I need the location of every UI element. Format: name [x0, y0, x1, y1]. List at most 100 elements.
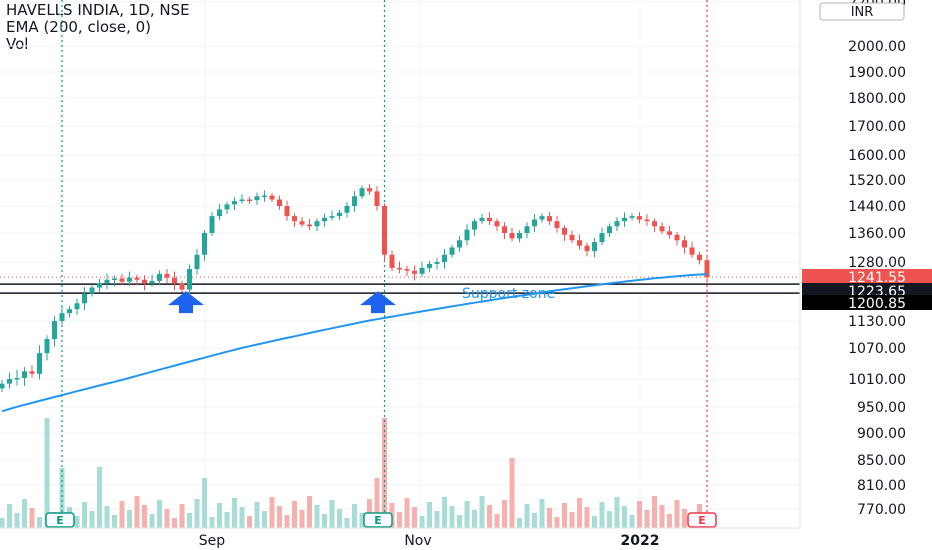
volume-bar	[314, 505, 320, 528]
time-tick-label: Nov	[404, 533, 431, 549]
candle-body	[614, 221, 620, 227]
volume-bar	[449, 506, 455, 528]
volume-bar	[202, 478, 207, 528]
candle-body	[674, 234, 680, 241]
candle-body	[52, 321, 57, 339]
candle-body	[599, 233, 605, 243]
volume-bar	[187, 513, 192, 528]
volume-bar	[112, 515, 117, 528]
time-axis[interactable]: Sep Nov 2022	[0, 527, 800, 549]
volume-bar	[119, 501, 125, 528]
volume-bar	[277, 506, 282, 528]
candle-body	[224, 204, 230, 210]
candle-body	[524, 226, 530, 233]
candle-body	[697, 254, 702, 261]
candle-body	[277, 199, 282, 206]
candle-body	[179, 283, 185, 290]
legend-symbol[interactable]: HAVELLS INDIA, 1D, NSE	[6, 1, 190, 19]
price-tick-label: 1010.00	[848, 372, 906, 388]
candle-body	[194, 254, 200, 270]
candle-body	[494, 221, 500, 227]
volume-bar	[382, 418, 387, 528]
candle-body	[374, 191, 380, 206]
volume-bar	[652, 496, 657, 528]
volume-bar	[637, 501, 642, 528]
candle-body	[59, 313, 65, 321]
candle-body	[472, 221, 477, 230]
candle-body	[127, 277, 132, 282]
candle-body	[239, 199, 245, 202]
price-tick-label: 1600.00	[848, 148, 906, 164]
price-tick-label: 1130.00	[848, 314, 906, 330]
candle-body	[314, 221, 320, 227]
candle-body	[344, 206, 350, 213]
volume-bar	[239, 507, 245, 528]
volume-bar	[629, 515, 635, 528]
candle-body	[149, 280, 155, 284]
volume-bar	[472, 510, 477, 528]
price-tick-label: 810.00	[857, 478, 906, 494]
candle-body	[689, 247, 695, 255]
candle-body	[622, 217, 627, 222]
legend-volume[interactable]: Vol	[6, 35, 29, 53]
candle-body	[37, 353, 42, 374]
volume-bar	[322, 514, 327, 528]
support-arrow	[360, 291, 396, 314]
volume-bar	[509, 458, 515, 528]
candle-body	[652, 221, 657, 227]
volume-bar	[427, 502, 432, 528]
candle-body	[412, 270, 417, 274]
volume-bar	[554, 517, 560, 528]
candle-body	[134, 277, 140, 280]
candle-body	[254, 196, 260, 201]
volume-bar	[262, 511, 267, 528]
volume-bar	[127, 510, 132, 528]
volume-bar	[614, 497, 620, 528]
chart-legend: HAVELLS INDIA, 1D, NSE EMA (200, close, …	[6, 2, 190, 53]
volume-bar	[232, 498, 237, 528]
volume-bar	[374, 478, 380, 528]
volume-bar	[157, 500, 162, 528]
volume-bar	[329, 500, 335, 528]
volume-bar	[104, 506, 110, 528]
candle-body	[299, 221, 305, 225]
candle-body	[532, 219, 537, 227]
volume-bar	[667, 514, 672, 528]
volume-bar	[0, 518, 5, 528]
candle-body	[592, 242, 597, 252]
volume-bar	[209, 517, 215, 528]
price-axis[interactable]: 2200.002000.001900.001800.001700.001600.…	[799, 0, 906, 528]
volume-bar	[224, 512, 230, 528]
volume-bar	[37, 517, 42, 528]
candle-body	[352, 196, 357, 206]
volume-bar	[577, 498, 582, 528]
price-badge	[802, 295, 932, 310]
price-tick-label: 2000.00	[848, 39, 906, 55]
volume-bar	[584, 507, 590, 528]
candle-body	[464, 229, 470, 241]
volume-bar	[82, 502, 87, 528]
legend-ema[interactable]: EMA (200, close, 0)	[6, 18, 152, 36]
volume-bar	[299, 510, 305, 528]
volume-bar	[494, 514, 500, 528]
volume-bar	[59, 468, 65, 528]
price-tick-label: 1800.00	[848, 91, 906, 107]
volume-bar	[337, 509, 342, 528]
earnings-marker-label: E	[698, 514, 706, 527]
candle-body	[119, 278, 125, 282]
price-tick-label: 850.00	[857, 453, 906, 469]
candle-body	[67, 309, 72, 314]
price-badge	[802, 283, 932, 298]
volume-bar	[487, 505, 492, 528]
volume-bar	[607, 511, 612, 528]
volume-bar	[29, 508, 35, 528]
volume-bar	[479, 496, 485, 528]
candles	[0, 184, 710, 393]
volume-bar	[457, 515, 462, 528]
candle-body	[262, 195, 267, 198]
candle-body	[44, 339, 50, 354]
candle-body	[82, 293, 87, 304]
candle-body	[442, 254, 447, 262]
